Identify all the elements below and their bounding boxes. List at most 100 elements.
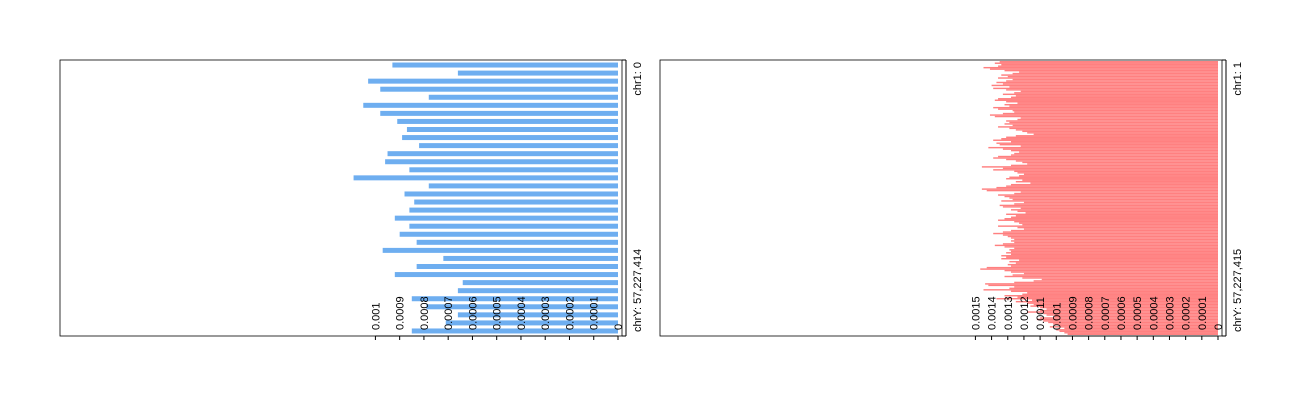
bar: [998, 225, 1218, 227]
bar: [996, 81, 1218, 84]
bar: [1023, 173, 1218, 176]
bar: [1022, 179, 1218, 181]
value-tick-label: 0.0006: [467, 296, 479, 330]
bar: [368, 78, 618, 84]
value-tick-label: 0.0007: [443, 296, 455, 330]
value-tick-label: 0.0003: [540, 296, 552, 330]
bar: [1009, 105, 1218, 107]
bar: [1015, 215, 1218, 217]
bar: [1019, 222, 1218, 224]
bar: [998, 108, 1218, 110]
bar: [1064, 332, 1218, 334]
bar: [1012, 124, 1218, 127]
bar: [409, 207, 618, 213]
bar: [1010, 183, 1218, 186]
bar: [457, 70, 618, 76]
value-tick-label: 0.0005: [1132, 296, 1144, 330]
bar: [353, 175, 618, 181]
bar: [1006, 178, 1218, 180]
right-value-axis: 0 0.0001 0.0002 0.0003 0.0004 0.0005 0.0006 0.0…: [970, 296, 1225, 340]
value-tick-label: 0.0006: [1116, 296, 1128, 330]
bar: [1014, 220, 1218, 223]
bar: [993, 87, 1218, 90]
bar: [1017, 210, 1218, 213]
bar: [1019, 151, 1218, 153]
bar: [993, 169, 1218, 171]
value-tick-label: 0.0008: [1084, 296, 1096, 330]
bar: [387, 151, 618, 157]
bar: [1004, 103, 1218, 106]
bar: [1007, 75, 1218, 78]
bar: [1012, 109, 1218, 112]
bar: [1019, 259, 1218, 261]
bar: [994, 244, 1218, 247]
bar: [1022, 161, 1218, 164]
bar: [1033, 280, 1218, 282]
bar: [394, 215, 618, 221]
bar: [1010, 209, 1218, 211]
bar: [1056, 329, 1218, 331]
bar: [457, 288, 618, 294]
value-tick-label: 0.0003: [1164, 296, 1176, 330]
bar: [1023, 228, 1218, 230]
right-range-label-start: chr1: 1: [1232, 62, 1244, 96]
bar: [1022, 293, 1218, 295]
bar: [1010, 290, 1218, 293]
bar: [1009, 197, 1218, 199]
bar: [1043, 312, 1218, 315]
left-panel: 0 0.0001 0.0002 0.0003 0.0004 0.0005 0.0006 0.0…: [59, 59, 644, 340]
bar: [980, 268, 1218, 270]
bar: [1010, 271, 1218, 273]
bar: [983, 66, 1218, 69]
bar: [999, 204, 1218, 207]
bar: [1001, 258, 1218, 260]
bar: [1009, 121, 1218, 124]
bar: [1033, 303, 1218, 306]
bar: [1014, 281, 1218, 284]
left-bars: [353, 62, 618, 334]
bar: [380, 86, 618, 92]
bar: [382, 247, 618, 253]
bar: [1009, 127, 1218, 130]
bar: [1002, 83, 1218, 85]
bar: [1046, 314, 1218, 316]
bar: [416, 264, 618, 269]
bar: [1043, 320, 1218, 322]
bar: [363, 102, 618, 108]
bar: [443, 255, 618, 261]
right-range-label-end: chrY: 57,227,415: [1232, 249, 1244, 332]
bar: [462, 280, 618, 286]
left-range-label-start: chr1: 0: [632, 62, 644, 96]
bar: [445, 320, 618, 326]
bar: [397, 118, 618, 124]
bar: [428, 183, 618, 189]
right-bars: [980, 61, 1218, 335]
bar: [989, 114, 1218, 116]
bar: [998, 126, 1218, 128]
bar: [1014, 192, 1218, 195]
bar: [402, 135, 618, 141]
value-tick-label: 0.0005: [492, 296, 504, 330]
bar: [1010, 250, 1218, 253]
bar: [419, 143, 618, 149]
bar: [409, 223, 618, 229]
bar: [1020, 90, 1218, 93]
left-panel-frame: [59, 59, 623, 337]
bar: [996, 142, 1218, 144]
bar: [1006, 252, 1218, 254]
bar: [1010, 154, 1218, 156]
bar: [380, 110, 618, 116]
bar: [1010, 237, 1218, 239]
bar: [1014, 241, 1218, 244]
bar: [1015, 129, 1218, 131]
bar: [1014, 111, 1218, 113]
bar: [1022, 130, 1218, 133]
value-tick-label: 0.001: [1051, 302, 1063, 330]
bar: [411, 328, 618, 334]
bar: [1004, 246, 1218, 248]
bar: [996, 297, 1218, 300]
bar: [1017, 296, 1218, 298]
bar: [994, 115, 1218, 118]
value-tick-label: 0.0012: [1019, 296, 1031, 330]
bar: [1009, 260, 1218, 263]
